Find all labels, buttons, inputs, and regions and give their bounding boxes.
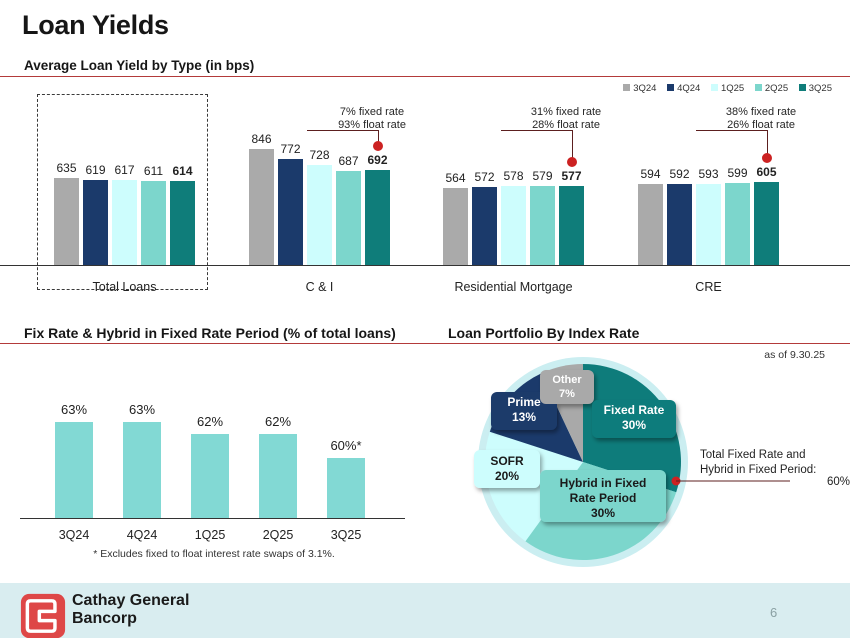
- svg-text:SOFR: SOFR: [490, 454, 524, 468]
- svg-text:Other: Other: [552, 374, 582, 386]
- svg-text:7%: 7%: [559, 388, 575, 400]
- svg-text:30%: 30%: [622, 418, 646, 432]
- svg-text:20%: 20%: [495, 469, 519, 483]
- svg-text:13%: 13%: [512, 410, 536, 424]
- svg-text:Rate Period: Rate Period: [570, 491, 637, 505]
- svg-text:Prime: Prime: [507, 395, 541, 409]
- svg-text:Hybrid in Fixed: Hybrid in Fixed: [560, 476, 647, 490]
- svg-text:30%: 30%: [591, 506, 615, 520]
- svg-text:Fixed Rate: Fixed Rate: [604, 403, 665, 417]
